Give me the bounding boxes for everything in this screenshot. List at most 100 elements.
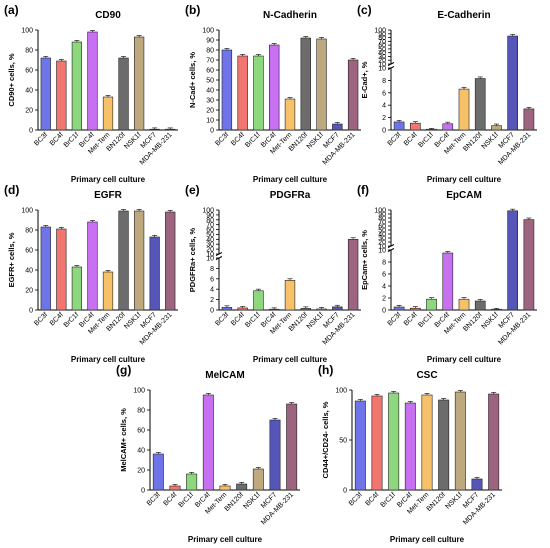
y-tick-label: 0 (382, 128, 386, 135)
bar-NSK1f (316, 308, 327, 311)
y-tick-label: 80 (25, 48, 33, 55)
y-tick-label: 40 (25, 88, 33, 95)
x-axis-label: Primary cell culture (71, 355, 146, 364)
panel-label: (a) (4, 3, 19, 17)
x-tick-label: BrC1f (63, 131, 81, 149)
panel-label: (g) (116, 363, 131, 377)
y-tick-label: 10 (206, 118, 214, 125)
chart-title: CSC (416, 370, 437, 381)
bar-MCF7 (332, 123, 343, 131)
y-tick-label: 50 (378, 228, 386, 235)
x-tick-label: BN120f (224, 491, 245, 512)
x-tick-label: BrC1f (244, 311, 262, 329)
y-tick-label: 50 (378, 46, 386, 53)
bar-MDA-MB-231 (523, 219, 535, 311)
bar-BN120f (300, 308, 311, 311)
y-tick-label: 6 (382, 272, 386, 279)
y-tick-label: 10 (378, 248, 386, 255)
bar-NSK1f (252, 468, 264, 491)
x-axis-label: Primary cell culture (427, 175, 502, 184)
x-tick-label: NSK1f (444, 491, 463, 510)
y-tick-label: 8 (210, 266, 214, 273)
x-tick-label: BrC1f (379, 491, 397, 509)
y-tick-label: 4 (382, 284, 386, 291)
chart-title: E-Cadherin (437, 10, 490, 21)
bar-BC3f (40, 57, 51, 131)
bar-MCF7 (149, 236, 160, 311)
y-tick-label: 100 (133, 388, 145, 395)
y-axis-label: CD90+ cells, % (7, 53, 16, 106)
y-tick-label: 100 (335, 388, 347, 395)
y-tick-label: 20 (378, 58, 386, 65)
bar-BC3f (354, 400, 366, 491)
bar-BN120f (118, 210, 129, 311)
chart-title: N-Cadherin (263, 10, 317, 21)
bar-MCF7 (507, 35, 518, 131)
x-tick-label: BC3f (348, 491, 364, 507)
chart-title: CD90 (95, 10, 121, 21)
x-tick-label: BC3f (33, 131, 49, 147)
y-tick-label: 40 (206, 237, 214, 244)
y-tick-label: 20 (25, 108, 33, 115)
x-axis-label: Primary cell culture (253, 175, 328, 184)
bar-BC3f (221, 307, 233, 311)
x-tick-label: BC4f (162, 491, 178, 507)
bar-NSK1f (316, 38, 327, 131)
y-tick-label: 80 (25, 228, 33, 235)
y-tick-label: 80 (378, 216, 386, 223)
chart-title: MelCAM (205, 370, 244, 381)
bar-BrC1f (186, 473, 198, 491)
y-tick-label: 90 (206, 212, 214, 219)
bar-BC4f (169, 485, 181, 491)
bar-BrC4f (269, 44, 280, 131)
x-tick-label: BC4f (230, 311, 246, 327)
x-axis-label: Primary cell culture (71, 175, 146, 184)
bar-BN120f (474, 78, 486, 131)
bar-MCF7 (471, 478, 483, 491)
y-tick-label: 60 (25, 248, 33, 255)
bar-BrC4f (442, 123, 454, 131)
y-tick-label: 8 (382, 78, 386, 85)
y-tick-label: 0 (210, 128, 214, 135)
bar-Met-Tem (458, 298, 470, 311)
x-tick-label: NSK1f (481, 311, 500, 330)
bar-MDA-MB-231 (286, 403, 298, 491)
y-tick-label: 10 (378, 62, 386, 69)
bar-MDA-MB-231 (488, 393, 500, 491)
y-tick-label: 70 (206, 58, 214, 65)
y-tick-label: 100 (202, 208, 214, 215)
x-axis-label: Primary cell culture (427, 355, 502, 364)
y-tick-label: 80 (206, 217, 214, 224)
x-axis-label: Primary cell culture (390, 535, 465, 544)
y-tick-label: 100 (374, 28, 386, 35)
y-tick-label: 60 (206, 227, 214, 234)
bar-BC3f (221, 49, 233, 131)
y-tick-label: 50 (206, 78, 214, 85)
y-tick-label: 0 (29, 128, 33, 135)
y-tick-label: 0 (382, 308, 386, 315)
y-tick-label: 100 (21, 208, 33, 215)
y-tick-label: 30 (206, 98, 214, 105)
x-axis-label: Primary cell culture (188, 535, 263, 544)
y-tick-label: 20 (25, 288, 33, 295)
y-tick-label: 60 (378, 224, 386, 231)
x-tick-label: BC3f (214, 131, 230, 147)
y-tick-label: 30 (378, 236, 386, 243)
bar-BN120f (474, 300, 486, 311)
y-tick-label: 20 (378, 240, 386, 247)
bar-NSK1f (133, 210, 145, 311)
x-tick-label: BC3f (214, 311, 230, 327)
bar-BrC4f (87, 31, 98, 131)
bar-BrC4f (404, 402, 416, 491)
bar-BrC4f (87, 221, 98, 311)
x-tick-label: BrC1f (417, 311, 435, 329)
bar-NSK1f (491, 125, 502, 131)
y-tick-label: 80 (378, 35, 386, 42)
panel-label: (h) (318, 363, 333, 377)
y-tick-label: 100 (374, 208, 386, 215)
y-tick-label: 40 (25, 268, 33, 275)
